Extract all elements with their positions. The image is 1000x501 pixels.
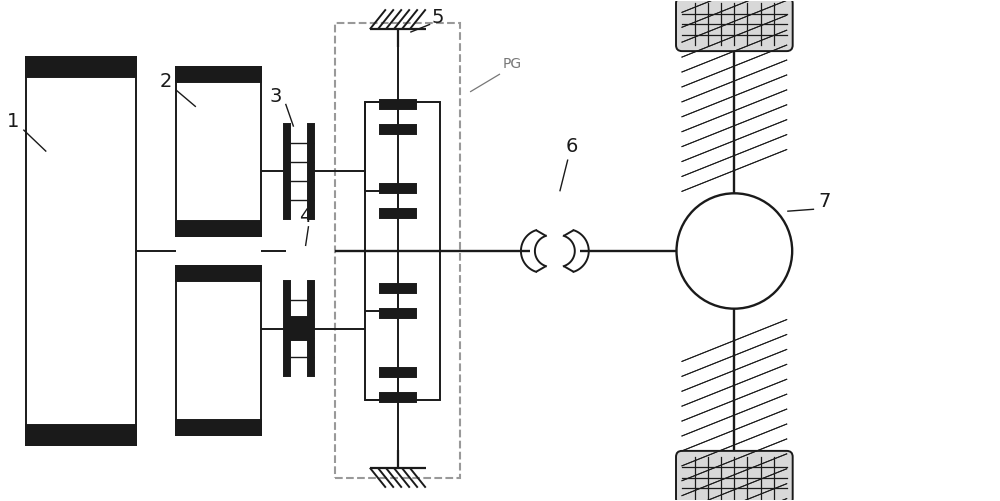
Text: 6: 6	[566, 137, 578, 156]
Text: 1: 1	[7, 112, 20, 131]
Bar	[335, 23, 460, 478]
FancyBboxPatch shape	[676, 451, 793, 501]
Bar	[380, 209, 416, 218]
Bar	[380, 393, 416, 402]
Bar	[380, 309, 416, 318]
Circle shape	[677, 193, 792, 309]
Bar	[176, 266, 261, 435]
Bar	[26, 57, 136, 445]
Text: 7: 7	[818, 192, 830, 211]
Bar	[380, 184, 416, 193]
Text: 4: 4	[299, 207, 312, 225]
Bar	[308, 124, 314, 218]
Bar	[176, 67, 261, 236]
Bar	[284, 124, 290, 218]
Bar	[380, 368, 416, 377]
Text: 2: 2	[160, 73, 172, 92]
Bar	[365, 102, 440, 400]
Bar	[26, 57, 136, 77]
Bar	[176, 266, 261, 281]
Bar	[380, 284, 416, 293]
Bar	[380, 125, 416, 134]
Bar	[26, 425, 136, 445]
FancyBboxPatch shape	[676, 0, 793, 51]
Bar	[176, 67, 261, 82]
Text: PG: PG	[502, 57, 522, 71]
Text: 5: 5	[432, 8, 444, 27]
Bar	[284, 282, 290, 376]
Bar	[176, 221, 261, 236]
Bar	[308, 282, 314, 376]
Text: 3: 3	[269, 87, 282, 106]
Bar	[176, 420, 261, 435]
Bar	[380, 100, 416, 109]
Bar	[290, 317, 308, 341]
